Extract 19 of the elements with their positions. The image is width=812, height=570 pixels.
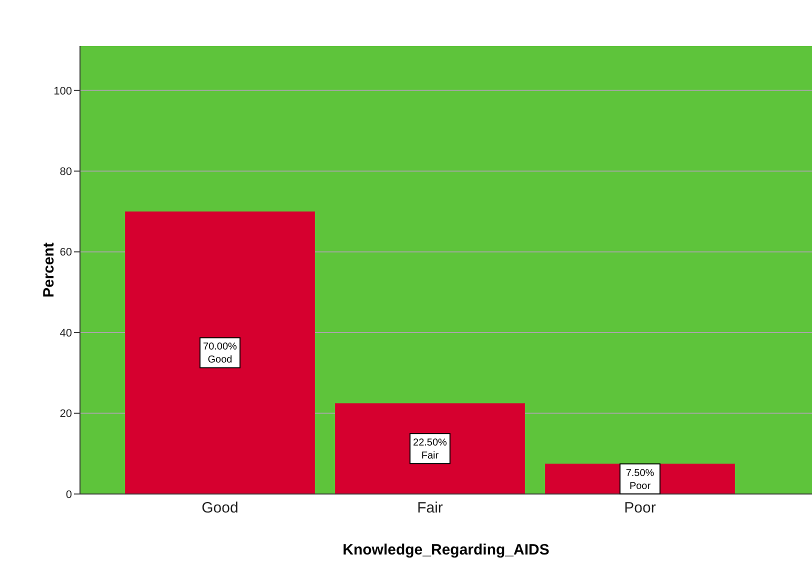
category-label: Poor: [629, 480, 651, 492]
bar: [125, 211, 315, 494]
category-label: Good: [208, 354, 232, 366]
data-label: 70.00%: [203, 342, 238, 353]
y-tick-label: 60: [60, 246, 72, 259]
y-tick-label: 40: [60, 327, 72, 340]
data-label: 7.50%: [626, 468, 654, 479]
data-label: 22.50%: [413, 438, 448, 449]
x-tick-label: Poor: [624, 500, 656, 517]
x-axis-title: Knowledge_Regarding_AIDS: [342, 542, 550, 559]
x-tick-label: Good: [202, 500, 238, 517]
y-tick-label: 0: [66, 488, 72, 501]
y-tick-label: 100: [54, 85, 72, 98]
y-tick-label: 20: [60, 408, 72, 420]
y-axis-title: Percent: [40, 242, 58, 298]
y-tick-label: 80: [60, 166, 72, 178]
category-label: Fair: [421, 450, 439, 462]
x-tick-label: Fair: [417, 500, 443, 517]
bar: [335, 403, 525, 494]
